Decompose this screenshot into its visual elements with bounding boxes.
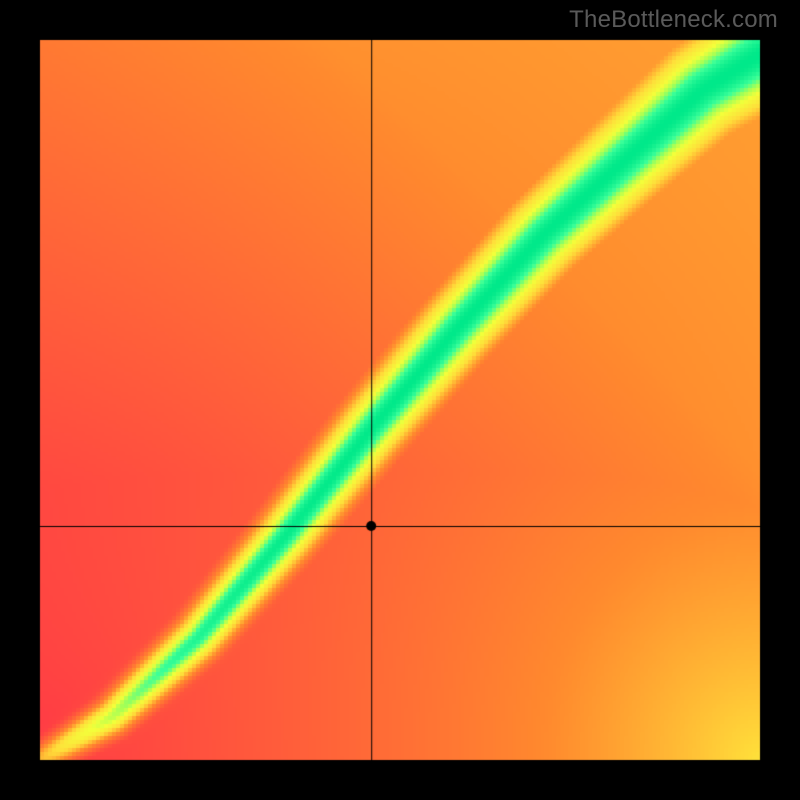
- watermark-text: TheBottleneck.com: [569, 6, 778, 34]
- chart-container: TheBottleneck.com: [0, 0, 800, 800]
- heatmap-canvas: [0, 0, 800, 800]
